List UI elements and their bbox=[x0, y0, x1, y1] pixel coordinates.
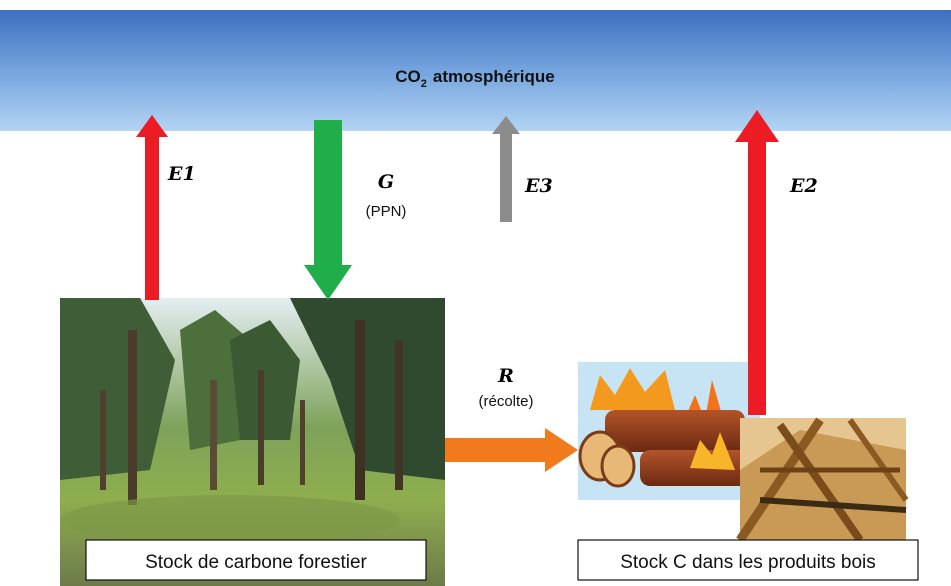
body: {"atmosphere": {"label": "CO", "subscrip… bbox=[0, 0, 951, 586]
forest-image-shape bbox=[300, 400, 305, 485]
flow-note: (PPN) bbox=[366, 203, 407, 220]
flow-symbol: R bbox=[497, 365, 514, 387]
logs-image bbox=[578, 362, 760, 500]
forest-image-shape bbox=[100, 390, 106, 490]
arrow-r bbox=[445, 428, 578, 472]
atmosphere-co: CO bbox=[395, 67, 421, 86]
flow-symbol: G bbox=[378, 171, 394, 193]
flow-symbol: E2 bbox=[789, 175, 818, 197]
forest-image-shape bbox=[210, 380, 217, 490]
stock-label: Stock de carbone forestier bbox=[145, 552, 367, 573]
forest-image-shape bbox=[258, 370, 264, 485]
page: Flux de carbone html, body { margin: 0; … bbox=[0, 0, 951, 586]
diagram: CO2 atmosphérique Stock de carbone forest… bbox=[0, 0, 951, 586]
forest-image-shape bbox=[395, 340, 403, 490]
flow-note: (récolte) bbox=[478, 393, 533, 410]
atmosphere-suffix: atmosphérique bbox=[433, 67, 555, 86]
arrow-e1 bbox=[136, 115, 168, 300]
roof-image bbox=[740, 418, 906, 540]
arrow-e3 bbox=[492, 116, 520, 222]
forest-image-shape bbox=[128, 330, 137, 505]
atmosphere-subscript: 2 bbox=[421, 78, 427, 90]
forest-image-shape bbox=[60, 495, 400, 545]
stock-label: Stock C dans les produits bois bbox=[620, 552, 876, 573]
flow-symbol: E3 bbox=[524, 175, 553, 197]
forest-image-shape bbox=[355, 320, 365, 500]
arrow-g bbox=[304, 120, 352, 300]
logs-image-shape bbox=[602, 446, 634, 486]
flow-symbol: E1 bbox=[167, 163, 196, 185]
